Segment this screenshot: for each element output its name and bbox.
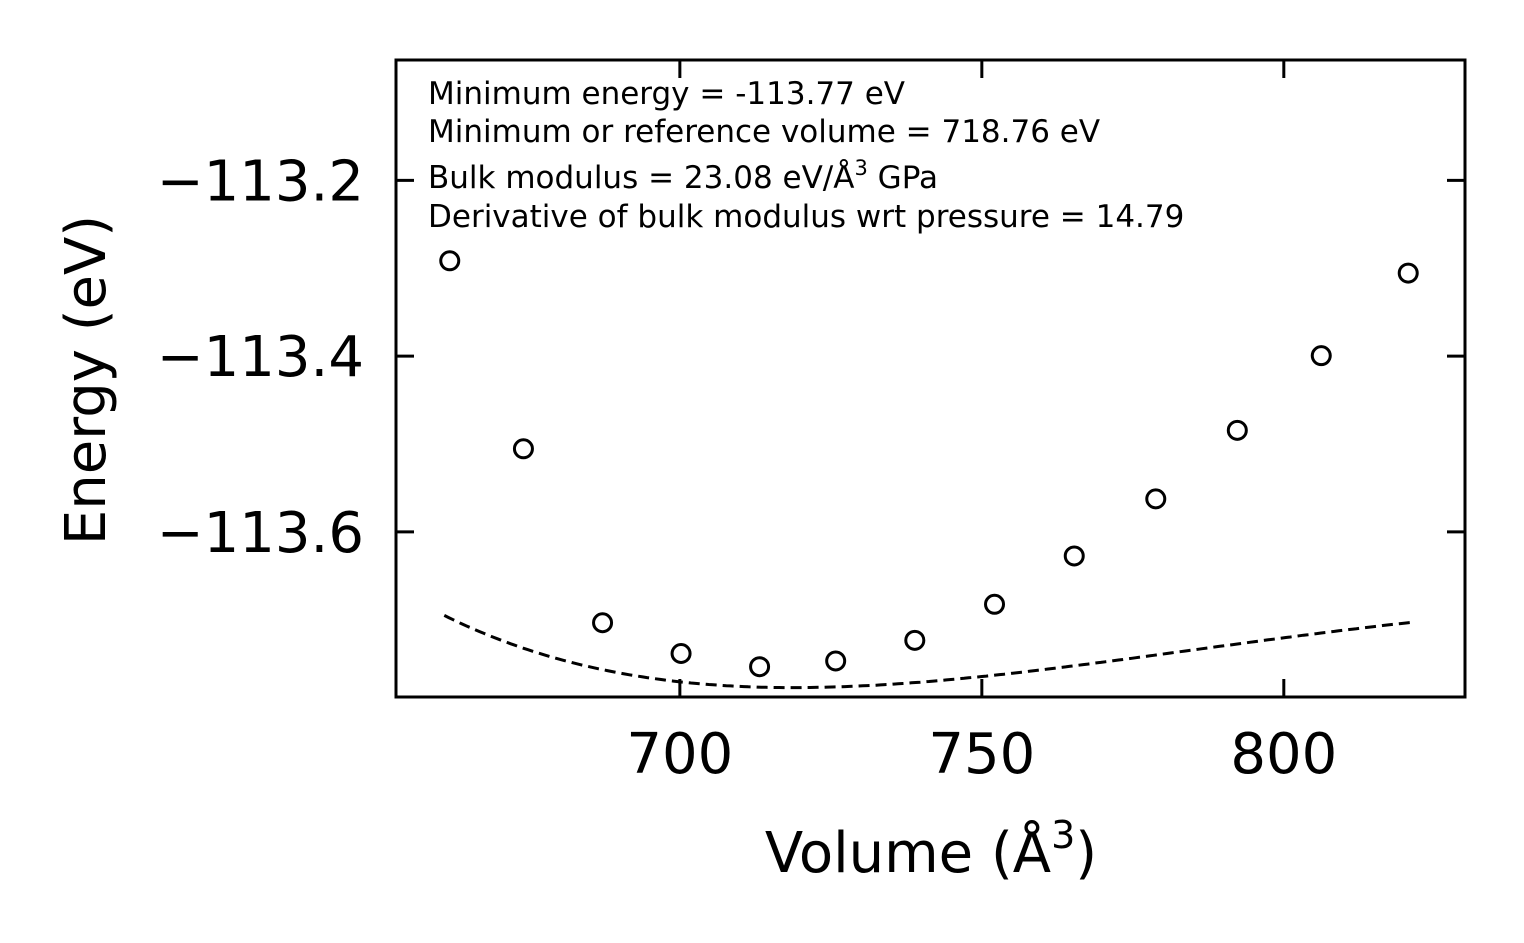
data-points (439, 250, 1419, 678)
x-axis-label: Volume (Å3) (765, 813, 1097, 886)
data-point (749, 656, 771, 678)
data-point (1063, 545, 1085, 567)
y-tick-label: −113.2 (157, 149, 364, 214)
y-tick-label: −113.4 (157, 325, 364, 390)
x-tick-label: 750 (928, 722, 1035, 787)
data-point (825, 650, 847, 672)
y-tick-label: −113.6 (157, 501, 364, 566)
x-tick-label: 800 (1230, 722, 1337, 787)
data-point (670, 643, 692, 665)
fit-curve (443, 614, 1414, 690)
y-axis-label: Energy (eV) (54, 215, 119, 545)
x-tick-label: 700 (626, 722, 733, 787)
data-point (904, 629, 926, 651)
annotation-block: Minimum energy = -113.77 eV Minimum or r… (428, 76, 1184, 235)
tick-labels: 700 750 800 −113.2 −113.4 −113.6 (157, 149, 1338, 787)
data-point (984, 593, 1006, 615)
annotation-min-energy: Minimum energy = -113.77 eV (428, 76, 905, 112)
data-point (512, 438, 534, 460)
plot-frame (394, 58, 1467, 699)
data-point (1310, 345, 1332, 367)
data-point (1145, 488, 1167, 510)
data-point (439, 250, 461, 272)
annotation-bulk-derivative: Derivative of bulk modulus wrt pressure … (428, 199, 1184, 235)
data-point (592, 612, 614, 634)
data-point (1397, 262, 1419, 284)
data-point (1226, 419, 1248, 441)
annotation-bulk-modulus: Bulk modulus = 23.08 eV/Å3 GPa (428, 156, 938, 196)
annotation-min-volume: Minimum or reference volume = 718.76 eV (428, 114, 1100, 150)
axis-ticks (396, 60, 1465, 697)
